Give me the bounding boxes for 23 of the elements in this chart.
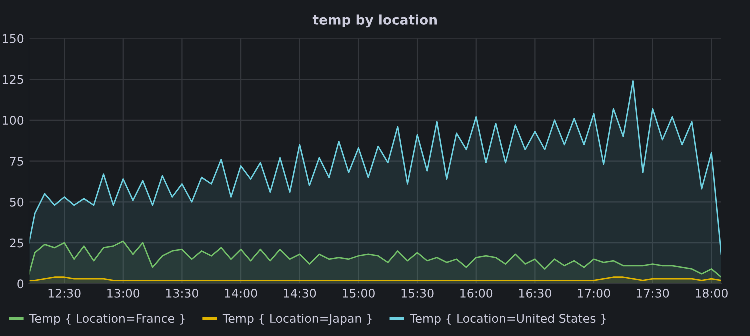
x-tick-label: 15:00	[342, 288, 375, 298]
x-tick-label: 15:30	[402, 288, 434, 298]
y-tick-label: 100	[3, 116, 24, 126]
x-tick-label: 17:00	[578, 288, 610, 298]
x-tick-label: 14:00	[225, 288, 258, 298]
legend-label: Temp { Location=Japan }	[222, 314, 372, 326]
y-tick-label: 125	[3, 75, 24, 84]
x-tick-label: 13:30	[166, 288, 198, 298]
x-tick-label: 12:30	[48, 288, 81, 298]
y-tick-label: 25	[10, 238, 24, 248]
chart-title: temp by location	[312, 14, 437, 28]
y-tick-label: 50	[10, 198, 24, 207]
x-tick-label: 17:30	[637, 288, 670, 298]
y-tick-label: 150	[3, 34, 24, 44]
x-tick-label: 14:30	[284, 288, 316, 298]
legend-label: Temp { Location=United States }	[410, 314, 606, 326]
x-tick-label: 16:00	[460, 288, 493, 298]
x-tick-label: 16:30	[519, 288, 552, 298]
x-tick-label: 18:00	[696, 288, 728, 298]
y-tick-label: 75	[10, 157, 24, 166]
y-tick-label: 0	[18, 280, 24, 289]
legend-label: Temp { Location=France }	[29, 314, 185, 326]
x-tick-label: 13:00	[108, 288, 140, 298]
